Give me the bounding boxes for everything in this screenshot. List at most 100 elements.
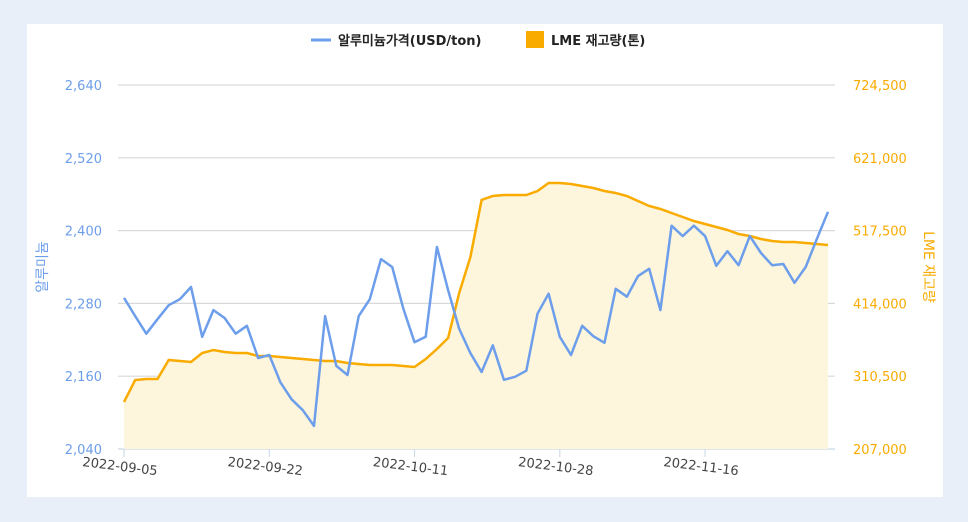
stock-point[interactable] [332, 357, 340, 365]
price-point[interactable] [545, 290, 553, 298]
price-point[interactable] [422, 333, 430, 341]
stock-point[interactable] [411, 363, 419, 371]
price-point[interactable] [221, 314, 229, 322]
stock-point[interactable] [254, 352, 262, 360]
stock-point[interactable] [120, 398, 128, 406]
stock-point[interactable] [668, 209, 676, 217]
price-point[interactable] [165, 301, 173, 309]
price-point[interactable] [411, 338, 419, 346]
stock-point[interactable] [131, 376, 139, 384]
stock-point[interactable] [422, 355, 430, 363]
price-point[interactable] [790, 279, 798, 287]
price-point[interactable] [489, 341, 497, 349]
price-point[interactable] [310, 422, 318, 430]
price-point[interactable] [444, 286, 452, 294]
stock-point[interactable] [701, 220, 709, 228]
stock-point[interactable] [165, 356, 173, 364]
stock-point[interactable] [399, 362, 407, 370]
stock-point[interactable] [355, 360, 363, 368]
stock-point[interactable] [757, 235, 765, 243]
price-point[interactable] [768, 261, 776, 269]
stock-point[interactable] [176, 357, 184, 365]
price-point[interactable] [779, 260, 787, 268]
stock-point[interactable] [142, 375, 150, 383]
stock-point[interactable] [511, 191, 519, 199]
stock-point[interactable] [489, 192, 497, 200]
price-point[interactable] [500, 376, 508, 384]
legend-stock-label[interactable]: LME 재고량(톤) [551, 34, 645, 49]
price-point[interactable] [232, 330, 240, 338]
price-point[interactable] [612, 285, 620, 293]
price-point[interactable] [388, 263, 396, 271]
price-point[interactable] [623, 293, 631, 301]
stock-point[interactable] [578, 182, 586, 190]
stock-point[interactable] [679, 213, 687, 221]
price-point[interactable] [668, 222, 676, 230]
stock-point[interactable] [735, 230, 743, 238]
stock-point[interactable] [723, 226, 731, 234]
price-point[interactable] [455, 325, 463, 333]
stock-point[interactable] [466, 253, 474, 261]
price-point[interactable] [824, 208, 832, 216]
stock-point[interactable] [567, 180, 575, 188]
price-point[interactable] [120, 294, 128, 302]
price-point[interactable] [154, 315, 162, 323]
stock-point[interactable] [377, 361, 385, 369]
stock-point[interactable] [556, 179, 564, 187]
stock-point[interactable] [154, 375, 162, 383]
price-point[interactable] [601, 339, 609, 347]
stock-point[interactable] [522, 191, 530, 199]
stock-point[interactable] [824, 241, 832, 249]
price-point[interactable] [131, 312, 139, 320]
price-point[interactable] [634, 272, 642, 280]
price-point[interactable] [142, 330, 150, 338]
price-point[interactable] [656, 306, 664, 314]
stock-point[interactable] [198, 349, 206, 357]
stock-point[interactable] [500, 191, 508, 199]
price-point[interactable] [511, 373, 519, 381]
stock-point[interactable] [545, 179, 553, 187]
price-point[interactable] [645, 265, 653, 273]
stock-point[interactable] [533, 187, 541, 195]
stock-point[interactable] [813, 240, 821, 248]
stock-point[interactable] [634, 197, 642, 205]
price-point[interactable] [567, 351, 575, 359]
price-point[interactable] [187, 283, 195, 291]
price-point[interactable] [522, 367, 530, 375]
price-point[interactable] [578, 322, 586, 330]
price-point[interactable] [589, 332, 597, 340]
stock-point[interactable] [746, 232, 754, 240]
price-point[interactable] [321, 312, 329, 320]
stock-point[interactable] [623, 192, 631, 200]
price-point[interactable] [802, 263, 810, 271]
price-point[interactable] [723, 247, 731, 255]
stock-point[interactable] [343, 359, 351, 367]
price-point[interactable] [735, 261, 743, 269]
stock-point[interactable] [310, 356, 318, 364]
price-point[interactable] [377, 255, 385, 263]
price-point[interactable] [757, 249, 765, 257]
stock-point[interactable] [790, 238, 798, 246]
stock-point[interactable] [221, 348, 229, 356]
price-point[interactable] [288, 395, 296, 403]
price-point[interactable] [533, 310, 541, 318]
stock-point[interactable] [299, 355, 307, 363]
price-point[interactable] [712, 262, 720, 270]
stock-point[interactable] [366, 361, 374, 369]
price-point[interactable] [478, 368, 486, 376]
stock-point[interactable] [768, 237, 776, 245]
stock-point[interactable] [321, 357, 329, 365]
price-point[interactable] [355, 312, 363, 320]
price-point[interactable] [433, 243, 441, 251]
price-point[interactable] [701, 232, 709, 240]
price-point[interactable] [466, 349, 474, 357]
stock-point[interactable] [455, 289, 463, 297]
price-point[interactable] [209, 306, 217, 314]
stock-point[interactable] [288, 354, 296, 362]
stock-point[interactable] [779, 238, 787, 246]
stock-point[interactable] [690, 217, 698, 225]
stock-point[interactable] [232, 349, 240, 357]
price-point[interactable] [343, 371, 351, 379]
stock-point[interactable] [802, 239, 810, 247]
stock-point[interactable] [388, 361, 396, 369]
